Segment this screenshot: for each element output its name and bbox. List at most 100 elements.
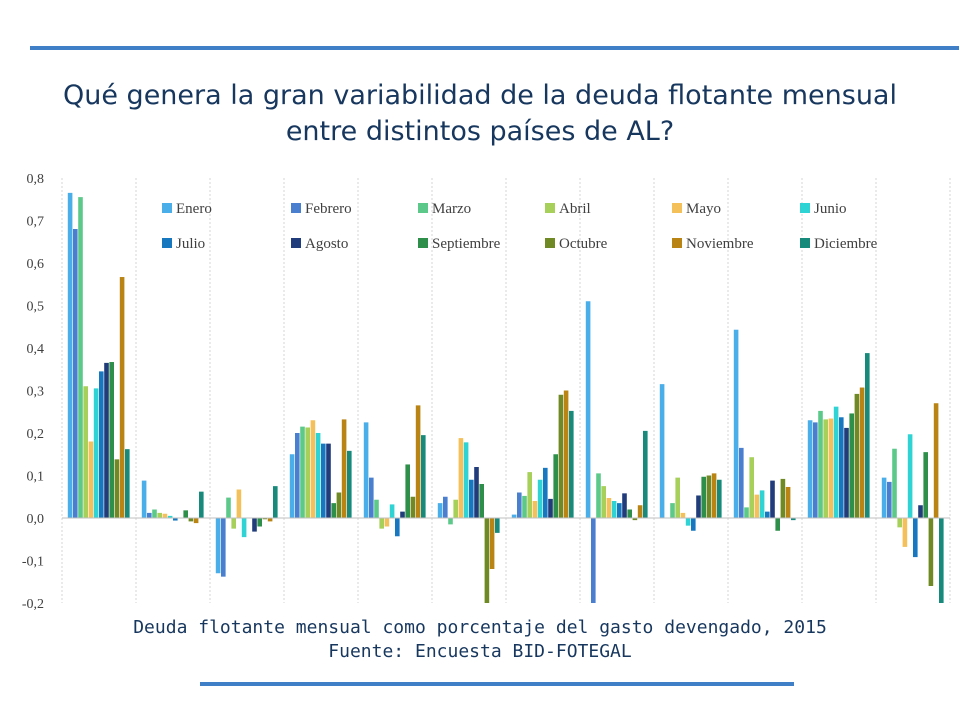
bar-abril-3: [231, 518, 236, 529]
bar-octubre-6: [484, 518, 490, 603]
legend-swatch-mayo: [672, 203, 682, 213]
bar-noviembre-6: [489, 518, 495, 569]
bar-diciembre-5: [421, 435, 426, 519]
bar-diciembre-4: [347, 450, 352, 518]
bar-septiembre-3: [257, 518, 262, 527]
bar-julio-6: [469, 479, 474, 518]
legend-label-abril: Abril: [559, 201, 591, 217]
bar-mayo-8: [606, 498, 612, 518]
bar-septiembre-5: [405, 464, 410, 518]
bar-septiembre-11: [849, 413, 854, 518]
legend-label-octubre: Octubre: [559, 236, 608, 252]
bar-junio-3: [241, 518, 247, 538]
bar-agosto-5: [400, 511, 405, 519]
bar-diciembre-12: [939, 518, 944, 603]
bar-abril-10: [749, 457, 754, 518]
y-tick-label: 0,8: [27, 172, 45, 187]
legend-swatch-agosto: [291, 238, 301, 248]
bar-junio-11: [833, 406, 839, 518]
bar-diciembre-10: [791, 518, 796, 521]
bar-marzo-11: [818, 410, 823, 518]
bar-diciembre-7: [569, 410, 574, 518]
bar-octubre-4: [336, 492, 342, 518]
legend-swatch-julio: [162, 238, 172, 248]
bar-mayo-2: [162, 513, 168, 518]
bar-febrero-8: [591, 518, 596, 603]
bar-agosto-6: [474, 467, 479, 518]
bar-septiembre-12: [923, 452, 928, 519]
legend-swatch-abril: [545, 203, 555, 213]
bar-septiembre-8: [627, 509, 632, 518]
y-tick-label: 0,6: [27, 257, 45, 272]
y-tick-label: 0,2: [27, 427, 45, 442]
legend-label-marzo: Marzo: [432, 201, 471, 217]
bar-junio-6: [463, 442, 469, 518]
bar-abril-7: [527, 472, 532, 518]
page-title: Qué genera la gran variabilidad de la de…: [40, 78, 920, 150]
bar-noviembre-2: [193, 518, 199, 524]
bar-abril-9: [675, 477, 680, 519]
bar-diciembre-2: [199, 491, 204, 518]
bar-junio-1: [93, 388, 99, 519]
bar-julio-11: [839, 417, 844, 518]
legend-swatch-noviembre: [672, 238, 682, 248]
bars-layer: [67, 192, 944, 603]
bar-enero-8: [585, 301, 591, 518]
y-tick-label: -0,1: [22, 555, 44, 570]
bar-agosto-3: [252, 518, 257, 532]
bar-marzo-3: [226, 497, 231, 518]
bar-julio-1: [99, 371, 104, 518]
bar-mayo-5: [384, 518, 390, 527]
bar-mayo-9: [680, 512, 686, 518]
bar-julio-10: [765, 511, 770, 519]
bar-febrero-6: [443, 496, 448, 518]
legend-label-noviembre: Noviembre: [686, 236, 754, 252]
bar-junio-12: [907, 434, 913, 518]
bar-febrero-10: [739, 447, 744, 519]
bar-enero-1: [67, 192, 73, 518]
bar-junio-10: [759, 490, 765, 519]
legend: Enero Febrero Marzo Abril Mayo Junio Julio Agos…: [162, 201, 878, 252]
bar-febrero-11: [813, 422, 818, 519]
bottom-rule: [200, 682, 794, 686]
legend-label-junio: Junio: [814, 201, 847, 217]
bar-junio-2: [167, 515, 173, 519]
legend-swatch-diciembre: [800, 238, 810, 248]
bar-octubre-12: [928, 518, 934, 586]
bar-abril-8: [601, 486, 606, 519]
bar-mayo-12: [902, 518, 908, 547]
bar-septiembre-10: [775, 518, 780, 531]
bar-agosto-12: [918, 505, 923, 518]
bar-noviembre-10: [785, 486, 791, 518]
bar-marzo-8: [596, 473, 601, 519]
legend-label-enero: Enero: [176, 201, 212, 217]
bar-octubre-11: [854, 393, 860, 518]
bar-diciembre-11: [865, 353, 870, 518]
bar-julio-5: [395, 518, 400, 537]
bar-noviembre-3: [267, 518, 273, 522]
bar-enero-7: [511, 514, 517, 518]
bar-mayo-10: [754, 494, 760, 519]
bar-agosto-4: [326, 443, 331, 519]
bar-enero-4: [289, 454, 295, 518]
chart-caption: Deuda flotante mensual como porcentaje d…: [0, 616, 960, 664]
bar-abril-12: [897, 518, 902, 528]
bar-junio-7: [537, 479, 543, 518]
bar-julio-2: [173, 518, 178, 521]
bar-octubre-10: [780, 478, 786, 518]
bar-abril-4: [305, 427, 310, 518]
bar-marzo-4: [300, 426, 305, 519]
legend-label-diciembre: Diciembre: [814, 236, 878, 252]
bar-diciembre-8: [643, 430, 648, 519]
bar-diciembre-9: [717, 479, 722, 518]
bar-diciembre-6: [495, 518, 500, 533]
bar-febrero-5: [369, 477, 374, 519]
grid-layer: [61, 178, 951, 603]
bar-enero-11: [807, 420, 813, 518]
bar-noviembre-1: [119, 277, 125, 518]
bar-junio-8: [611, 501, 617, 518]
bar-enero-9: [659, 384, 665, 519]
bar-abril-5: [379, 518, 384, 529]
bar-mayo-11: [828, 418, 834, 518]
chart-area: -0,2 -0,1 0,0 0,1 0,2 0,3 0,4 0,5 0,6 0,7 0,8 Ener…: [0, 160, 960, 620]
